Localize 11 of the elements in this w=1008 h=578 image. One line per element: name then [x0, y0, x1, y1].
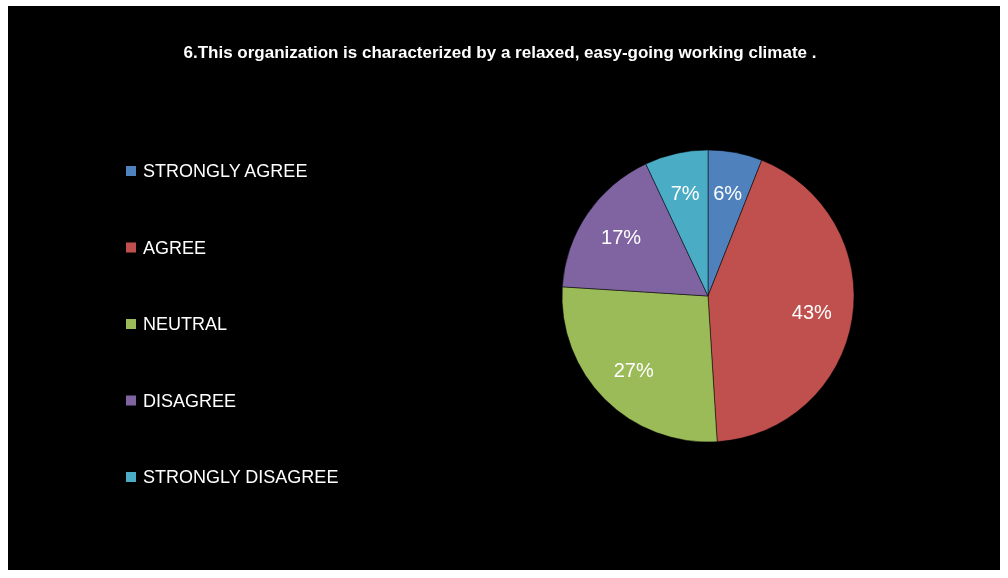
legend-label: STRONGLY AGREE: [143, 161, 308, 181]
legend-label: AGREE: [143, 237, 207, 258]
legend-label: NEUTRAL: [143, 314, 228, 334]
legend-label: DISAGREE: [143, 390, 237, 411]
legend-label: STRONGLY DISAGREE: [143, 467, 339, 487]
data-label: 27%: [613, 359, 654, 382]
data-label: 7%: [670, 182, 700, 205]
data-label: 17%: [601, 225, 642, 248]
data-label: 6%: [713, 181, 743, 204]
data-label: 43%: [791, 301, 833, 324]
chart-title: 6.This organization is characterized by a relaxed, easy-going working climate .: [183, 42, 817, 62]
